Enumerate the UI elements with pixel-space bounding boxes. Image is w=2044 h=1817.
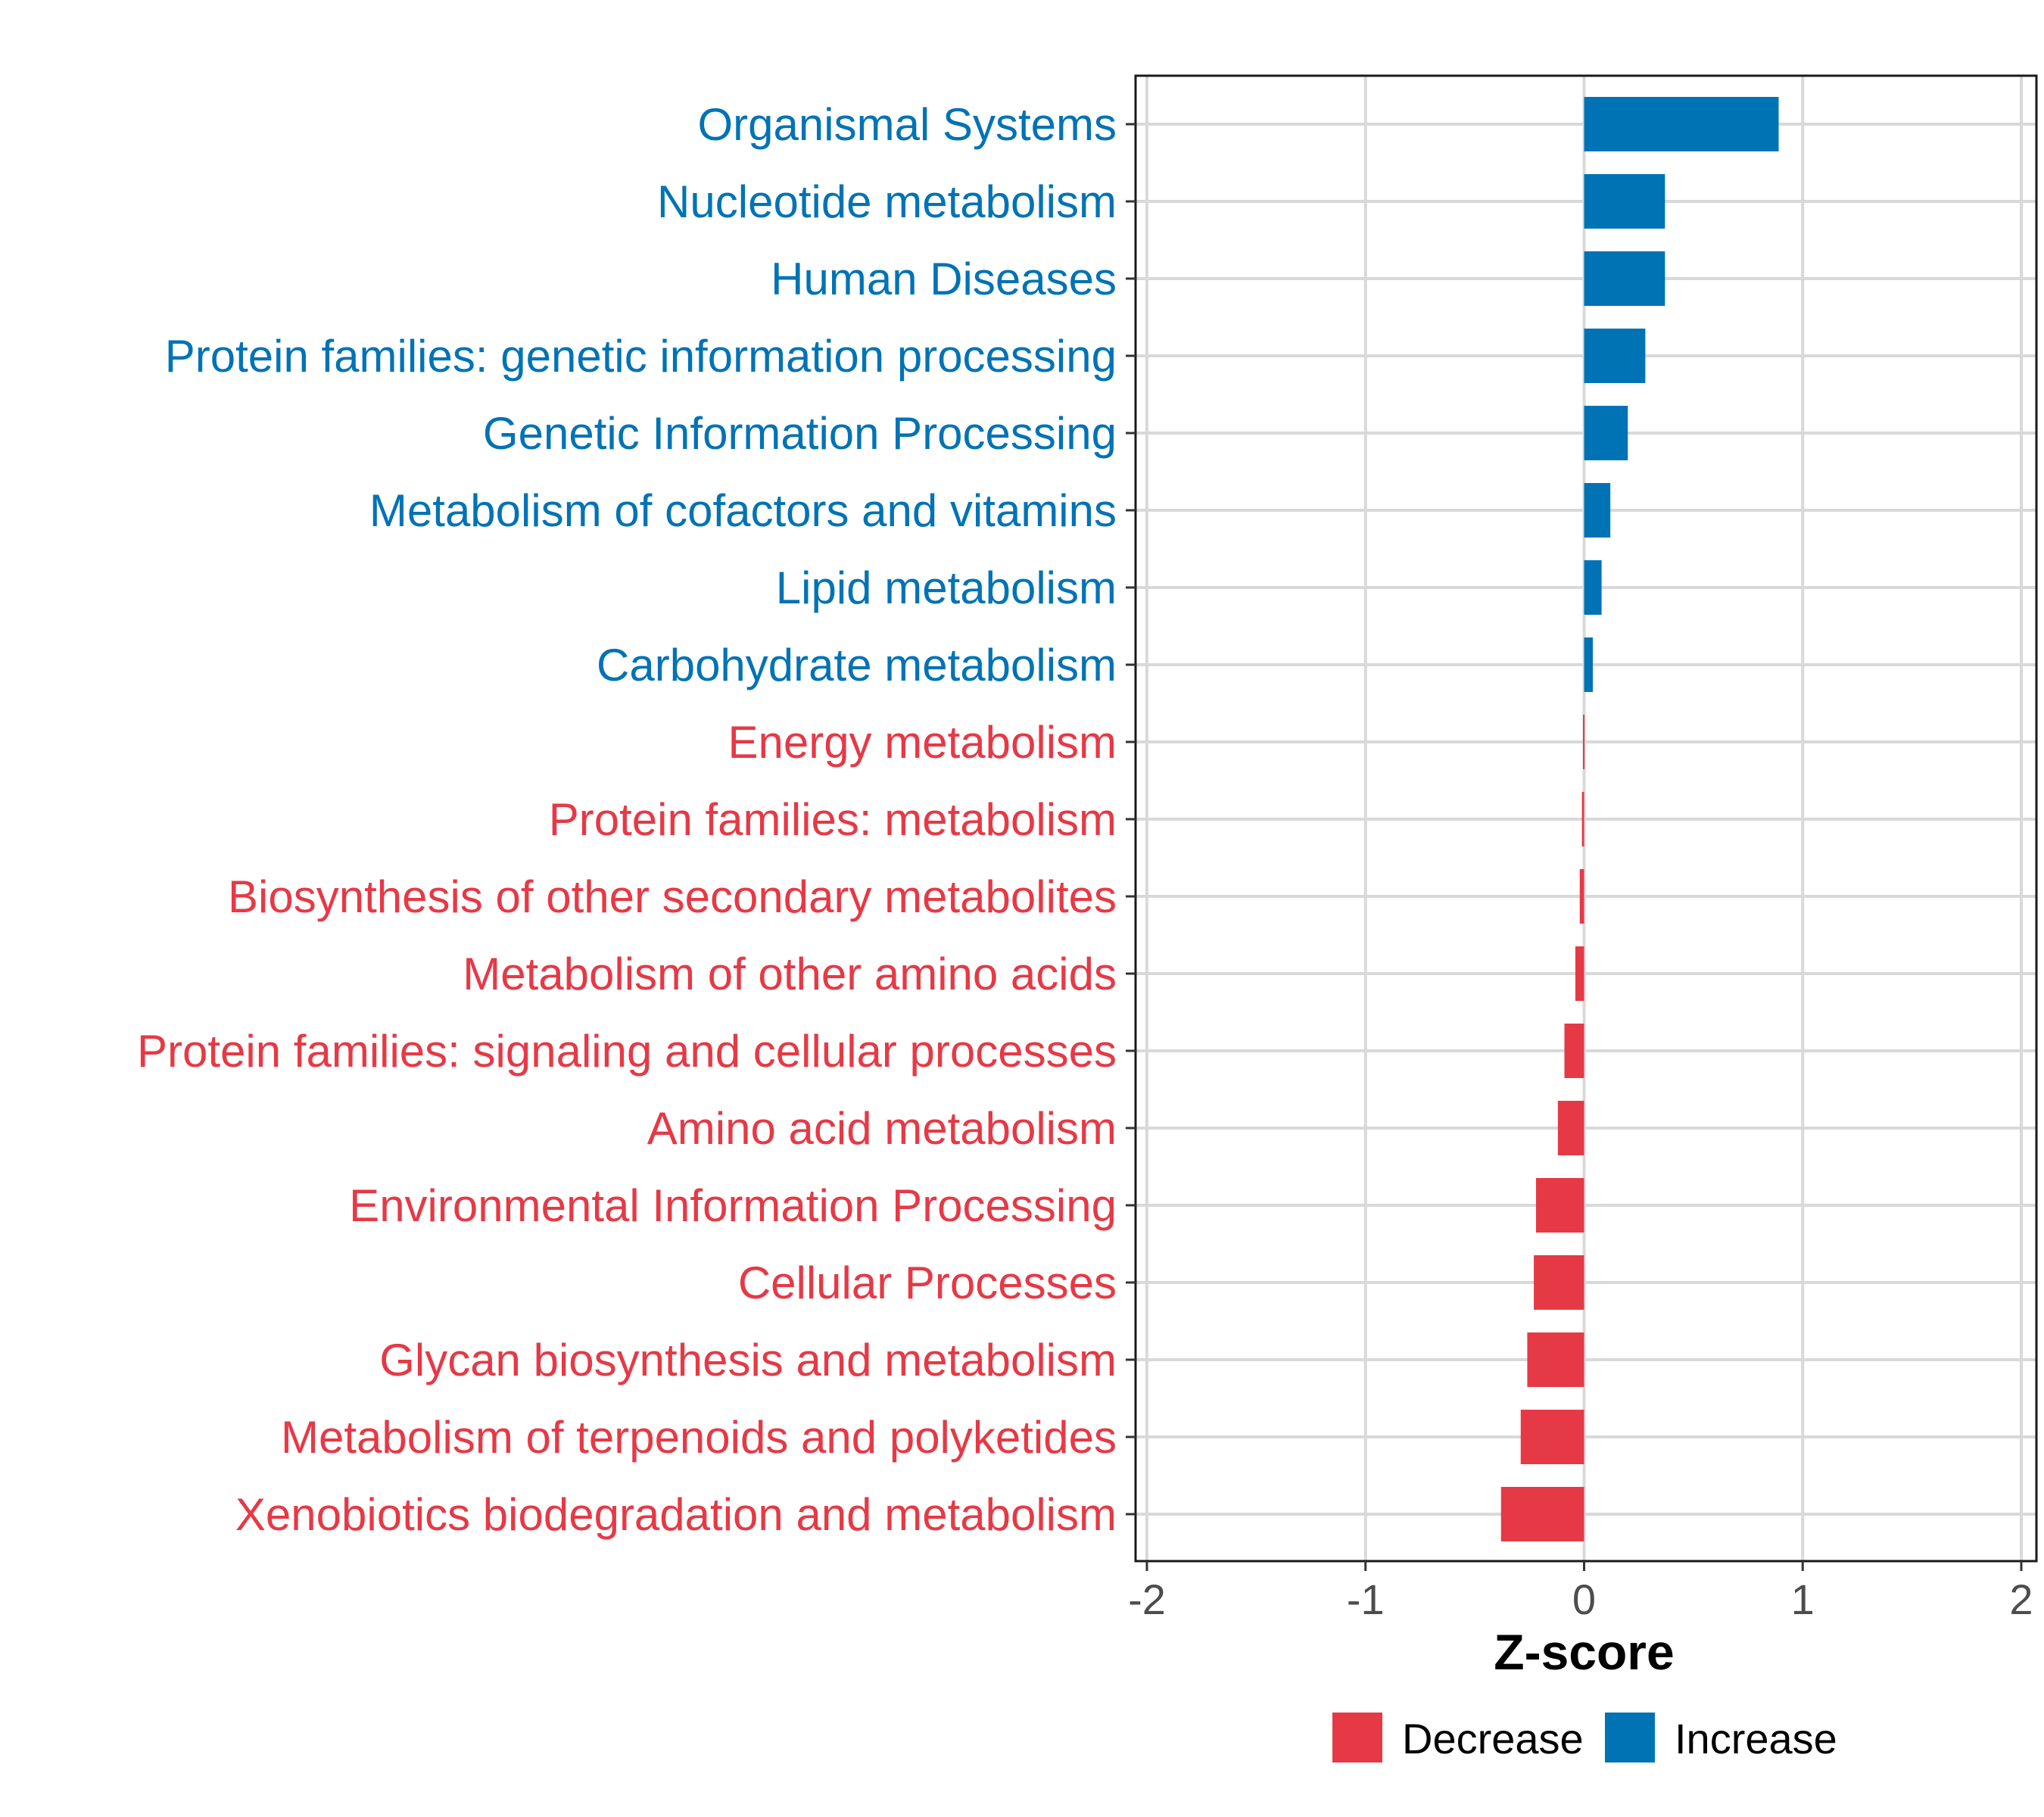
x-axis-ticks: -2 -1 0 1 2 <box>1128 1561 2033 1623</box>
category-label: Carbohydrate metabolism <box>597 640 1117 690</box>
category-label: Metabolism of terpenoids and polyketides <box>281 1412 1117 1463</box>
bar <box>1583 715 1585 769</box>
bar <box>1500 1487 1584 1541</box>
x-tick-label: -2 <box>1128 1575 1166 1623</box>
legend-key <box>1605 1713 1655 1762</box>
bar <box>1584 483 1611 538</box>
bar <box>1557 1101 1584 1155</box>
category-label: Xenobiotics biodegradation and metabolis… <box>235 1489 1117 1540</box>
bar <box>1527 1332 1584 1387</box>
y-axis-ticks <box>1126 123 1136 1516</box>
legend-key <box>1332 1713 1382 1762</box>
bar <box>1575 946 1584 1001</box>
bar <box>1584 251 1665 306</box>
bar <box>1584 97 1779 151</box>
x-axis-title: Z-score <box>1494 1624 1674 1680</box>
category-label: Biosynthesis of other secondary metaboli… <box>228 871 1117 922</box>
category-label: Genetic Information Processing <box>483 408 1117 459</box>
category-label: Environmental Information Processing <box>349 1180 1117 1231</box>
category-label: Organismal Systems <box>698 99 1117 150</box>
bar <box>1584 560 1602 615</box>
bar <box>1584 406 1628 460</box>
bar <box>1520 1410 1584 1464</box>
bars <box>1500 97 1779 1541</box>
bar <box>1534 1255 1584 1310</box>
legend-label: Decrease <box>1402 1715 1584 1762</box>
category-label: Protein families: metabolism <box>549 794 1117 845</box>
bar <box>1535 1178 1584 1233</box>
category-label: Cellular Processes <box>738 1258 1117 1308</box>
category-label: Protein families: signaling and cellular… <box>137 1026 1117 1077</box>
category-label: Metabolism of cofactors and vitamins <box>369 485 1117 536</box>
x-tick-label: 2 <box>2009 1575 2033 1623</box>
category-label: Amino acid metabolism <box>647 1103 1117 1154</box>
x-tick-label: 0 <box>1572 1575 1596 1623</box>
category-label: Glycan biosynthesis and metabolism <box>379 1335 1117 1385</box>
category-label: Protein families: genetic information pr… <box>165 331 1117 382</box>
bar <box>1584 637 1594 692</box>
category-label: Human Diseases <box>771 254 1117 304</box>
bar <box>1579 869 1584 924</box>
category-label: Energy metabolism <box>728 717 1117 768</box>
legend: Decrease Increase <box>1332 1713 1837 1762</box>
bar <box>1581 792 1584 846</box>
category-label: Nucleotide metabolism <box>657 176 1117 227</box>
x-tick-label: -1 <box>1347 1575 1385 1623</box>
y-axis-category-labels: Organismal Systems Nucleotide metabolism H… <box>137 99 1117 1540</box>
bar <box>1584 329 1646 383</box>
category-label: Lipid metabolism <box>776 563 1117 613</box>
x-tick-label: 1 <box>1791 1575 1815 1623</box>
category-label: Metabolism of other amino acids <box>463 949 1117 999</box>
bar <box>1584 174 1665 229</box>
bar <box>1564 1024 1584 1078</box>
legend-label: Increase <box>1675 1715 1837 1762</box>
